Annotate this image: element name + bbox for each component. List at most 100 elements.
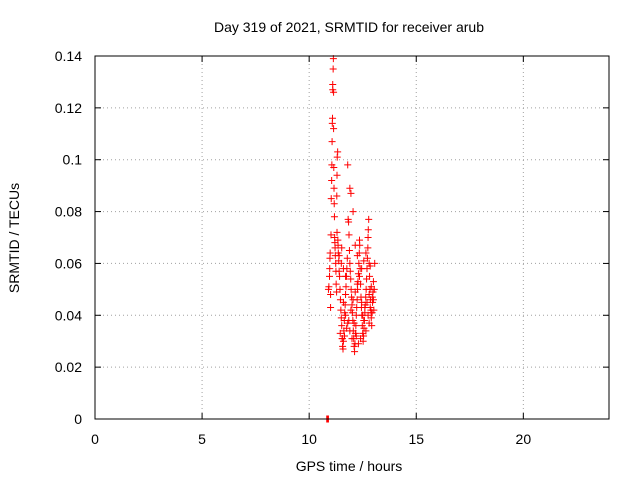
data-point xyxy=(362,327,370,335)
data-point xyxy=(367,283,375,291)
data-point xyxy=(330,200,338,208)
data-point xyxy=(363,254,371,262)
data-point xyxy=(335,252,343,260)
data-point xyxy=(362,249,370,257)
data-point xyxy=(366,262,374,270)
data-point xyxy=(355,259,363,267)
data-point xyxy=(325,283,333,291)
data-point xyxy=(346,327,354,335)
data-point xyxy=(358,265,366,273)
y-axis-label: SRMTID / TECUs xyxy=(6,183,22,293)
data-point xyxy=(347,275,355,283)
data-point xyxy=(327,195,335,203)
data-point xyxy=(327,231,335,239)
data-point xyxy=(326,272,334,280)
data-point xyxy=(363,298,371,306)
data-point xyxy=(354,340,362,348)
data-point xyxy=(346,259,354,267)
data-point xyxy=(361,304,369,312)
data-points-layer xyxy=(323,55,379,423)
data-point xyxy=(334,148,342,156)
data-point xyxy=(330,88,338,96)
data-point xyxy=(353,280,361,288)
data-point xyxy=(348,335,356,343)
data-point xyxy=(355,236,363,244)
y-tick-label: 0.12 xyxy=(55,100,82,116)
data-point xyxy=(346,184,354,192)
data-point xyxy=(336,272,344,280)
data-point xyxy=(328,176,336,184)
y-tick-label: 0.06 xyxy=(55,255,82,271)
data-point xyxy=(330,213,338,221)
data-point xyxy=(371,259,379,267)
data-point xyxy=(352,332,360,340)
data-point xyxy=(339,298,347,306)
data-point xyxy=(351,348,359,356)
data-point xyxy=(329,65,337,73)
data-point xyxy=(355,272,363,280)
data-point xyxy=(364,244,372,252)
data-point xyxy=(342,291,350,299)
data-point xyxy=(337,259,345,267)
data-point xyxy=(326,249,334,257)
data-point xyxy=(342,311,350,319)
y-tick-label: 0.04 xyxy=(55,307,82,323)
data-point xyxy=(365,319,373,327)
chart-title: Day 319 of 2021, SRMTID for receiver aru… xyxy=(214,19,484,35)
data-point xyxy=(329,81,337,89)
data-point xyxy=(349,296,357,304)
data-point xyxy=(357,335,365,343)
data-point xyxy=(346,267,354,275)
y-tick-label: 0.14 xyxy=(55,48,82,64)
data-point xyxy=(348,301,356,309)
data-point xyxy=(351,241,359,249)
data-point xyxy=(360,316,368,324)
x-tick-label: 0 xyxy=(91,431,99,447)
data-point xyxy=(334,241,342,249)
data-point xyxy=(345,231,353,239)
data-point xyxy=(337,306,345,314)
x-tick-label: 20 xyxy=(516,431,532,447)
data-point xyxy=(332,280,340,288)
data-point xyxy=(333,192,341,200)
plot-frame xyxy=(94,55,610,420)
y-tick-label: 0 xyxy=(74,411,82,427)
data-point xyxy=(343,254,351,262)
data-point xyxy=(336,285,344,293)
y-tick-label: 0.02 xyxy=(55,359,82,375)
data-point xyxy=(338,322,346,330)
data-point xyxy=(344,161,352,169)
data-point xyxy=(350,319,358,327)
data-point xyxy=(342,272,350,280)
data-point xyxy=(347,189,355,197)
data-point xyxy=(341,332,349,340)
x-tick-label: 15 xyxy=(408,431,424,447)
data-point xyxy=(345,246,353,254)
data-point xyxy=(342,283,350,291)
data-point xyxy=(367,309,375,317)
data-point xyxy=(338,244,346,252)
data-point xyxy=(326,265,334,273)
data-point xyxy=(364,234,372,241)
data-point xyxy=(365,215,373,223)
data-point xyxy=(333,228,341,236)
data-point xyxy=(344,319,352,327)
data-point xyxy=(330,184,338,192)
data-point xyxy=(339,345,347,353)
data-point xyxy=(330,163,338,171)
data-point xyxy=(333,171,341,179)
data-point xyxy=(329,114,337,122)
data-point xyxy=(360,257,368,265)
data-point xyxy=(359,311,367,319)
data-point xyxy=(351,288,359,296)
data-point xyxy=(366,272,374,280)
data-point xyxy=(347,306,355,314)
data-point xyxy=(330,125,338,133)
data-point xyxy=(369,278,377,286)
data-point xyxy=(327,291,335,299)
data-point xyxy=(328,138,336,146)
y-tick-label: 0.08 xyxy=(55,204,82,220)
data-point xyxy=(353,252,361,260)
data-point xyxy=(345,218,353,226)
